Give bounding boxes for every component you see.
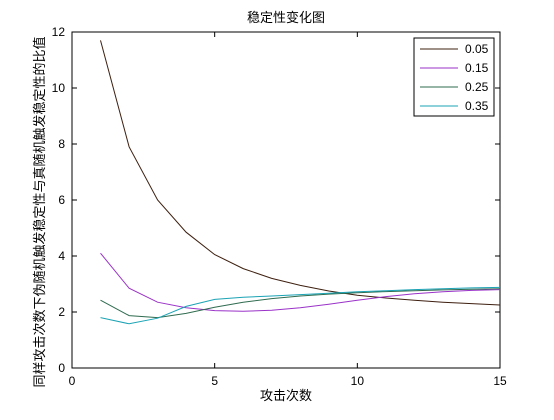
y-tick-label: 8	[58, 137, 65, 151]
series-line-0.25	[100, 288, 501, 319]
x-axis-label: 攻击次数	[260, 388, 312, 403]
legend-label: 0.05	[465, 42, 489, 56]
legend: 0.05 0.15 0.25 0.35	[413, 37, 495, 117]
legend-label: 0.15	[465, 61, 489, 75]
y-tick-label: 6	[58, 193, 65, 207]
axis-ticks: 0 5 10 15 0 2 4 6 8 10 12	[52, 25, 507, 388]
y-tick-label: 2	[58, 305, 65, 319]
series-line-0.15	[100, 252, 501, 312]
y-tick-label: 4	[58, 249, 65, 263]
series-lines	[100, 40, 501, 325]
y-tick-label: 10	[52, 81, 66, 95]
y-tick-label: 12	[52, 25, 66, 39]
y-tick-label: 0	[58, 361, 65, 375]
chart-title: 稳定性变化图	[247, 10, 325, 25]
y-axis-label: 同样攻击次数下伪随机触发稳定性与真随机触发稳定性的比值	[32, 36, 47, 387]
legend-label: 0.25	[465, 80, 489, 94]
series-line-0.35	[100, 286, 501, 325]
x-tick-label: 15	[493, 374, 507, 388]
series-line-0.05	[100, 40, 501, 306]
x-tick-label: 0	[69, 374, 76, 388]
legend-box	[413, 37, 495, 117]
x-tick-label: 5	[211, 374, 218, 388]
legend-label: 0.35	[465, 99, 489, 113]
x-tick-label: 10	[351, 374, 365, 388]
